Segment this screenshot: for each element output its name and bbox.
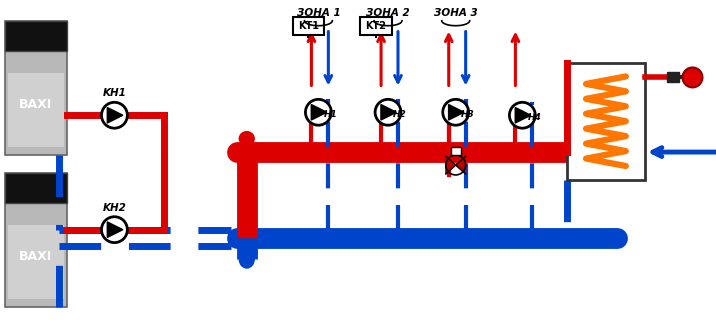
Text: H2: H2 xyxy=(393,110,407,119)
Text: H1: H1 xyxy=(324,110,337,119)
Bar xyxy=(451,147,460,155)
Circle shape xyxy=(682,68,702,87)
Text: ЗОНА 3: ЗОНА 3 xyxy=(434,8,478,18)
Text: H4: H4 xyxy=(528,113,541,122)
Circle shape xyxy=(375,99,401,125)
Circle shape xyxy=(509,102,536,128)
Text: H3: H3 xyxy=(460,110,475,119)
Text: KT1: KT1 xyxy=(298,21,319,31)
Bar xyxy=(567,62,644,180)
Bar xyxy=(360,17,392,35)
Circle shape xyxy=(442,99,469,125)
Text: KT2: KT2 xyxy=(366,21,387,31)
Circle shape xyxy=(306,99,332,125)
Text: ЗОНА 1: ЗОНА 1 xyxy=(296,8,340,18)
Polygon shape xyxy=(516,108,531,123)
Bar xyxy=(667,73,679,82)
Circle shape xyxy=(102,217,127,243)
Bar xyxy=(5,173,67,203)
Bar xyxy=(5,21,67,155)
Polygon shape xyxy=(107,222,123,237)
Bar xyxy=(8,73,64,147)
Polygon shape xyxy=(107,108,123,123)
Polygon shape xyxy=(455,156,465,174)
Bar xyxy=(293,17,324,35)
Polygon shape xyxy=(311,105,326,120)
Ellipse shape xyxy=(239,250,254,268)
Text: KH1: KH1 xyxy=(102,88,126,98)
Polygon shape xyxy=(381,105,397,120)
Text: ЗОНА 2: ЗОНА 2 xyxy=(366,8,410,18)
Text: BAXI: BAXI xyxy=(19,250,52,263)
Bar xyxy=(5,173,67,307)
Polygon shape xyxy=(446,156,455,174)
Text: BAXI: BAXI xyxy=(19,97,52,111)
Bar xyxy=(8,225,64,299)
Polygon shape xyxy=(449,105,464,120)
Text: KH2: KH2 xyxy=(102,203,126,213)
Circle shape xyxy=(102,102,127,128)
Bar xyxy=(5,21,67,50)
Ellipse shape xyxy=(239,132,254,146)
